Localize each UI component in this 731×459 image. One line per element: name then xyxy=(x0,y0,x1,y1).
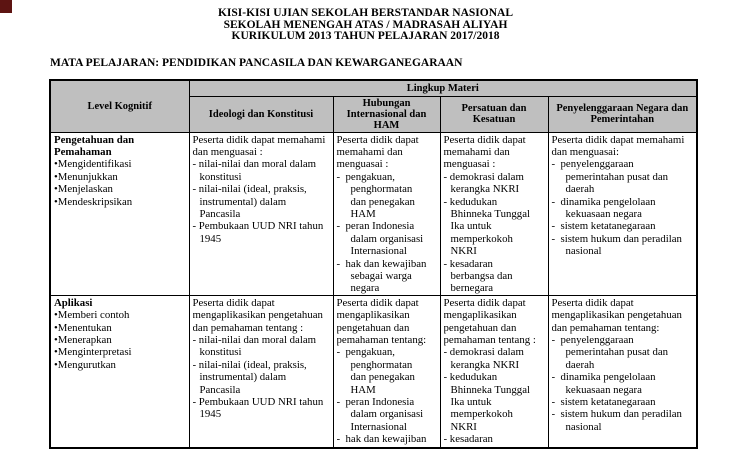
materi-item: nilai-nilai (ideal, praksis, instrumenta… xyxy=(193,183,329,220)
materi-item: dinamika pengelolaan kekuasaan negara xyxy=(552,196,693,221)
red-corner-marker xyxy=(0,0,12,13)
document-title-block: KISI-KISI UJIAN SEKOLAH BERSTANDAR NASIO… xyxy=(0,7,731,43)
cell-intro: Peserta didik dapat mengaplikasikan peng… xyxy=(551,296,682,334)
materi-item: pengakuan, penghormatan dan penegakan HA… xyxy=(337,171,431,221)
cell-intro: Peserta didik dapat memahami dan menguas… xyxy=(336,133,419,171)
cell-intro: Peserta didik dapat mengaplikasikan peng… xyxy=(192,296,323,334)
materi-item: hak dan kewajiban sebagai warga negara xyxy=(337,258,431,295)
materi-cell-penyelenggaraan: Peserta didik dapat memahami dan menguas… xyxy=(547,131,698,296)
subject-line: MATA PELAJARAN: PENDIDIKAN PANCASILA DAN… xyxy=(50,57,463,69)
level-bullet-item: Memberi contoh xyxy=(54,309,185,321)
materi-cell-hubungan-internasional: Peserta didik dapat mengaplikasikan peng… xyxy=(332,294,441,449)
level-title: Aplikasi xyxy=(54,296,93,309)
materi-item: peran Indonesia dalam organisasi Interna… xyxy=(337,220,431,257)
title-line-3: KURIKULUM 2013 TAHUN PELAJARAN 2017/2018 xyxy=(231,30,500,42)
title-line-1: KISI-KISI UJIAN SEKOLAH BERSTANDAR NASIO… xyxy=(217,7,514,19)
materi-item: kedudukan Bhinneka Tunggal Ika untuk mem… xyxy=(444,196,539,258)
cell-intro: Peserta didik dapat memahami dan menguas… xyxy=(192,133,326,158)
materi-item: peran Indonesia dalam organisasi Interna… xyxy=(337,396,431,433)
cell-intro: Peserta didik dapat memahami dan menguas… xyxy=(443,133,526,171)
materi-cell-persatuan: Peserta didik dapat mengaplikasikan peng… xyxy=(439,294,549,449)
materi-item: dinamika pengelolaan kekuasaan negara xyxy=(552,371,693,396)
materi-item: kesadaran berbangsa dan bernegara xyxy=(444,258,539,295)
level-kognitif-cell: Aplikasi Memberi contoh Menentukan Mener… xyxy=(49,294,190,449)
materi-item: hak dan kewajiban sebagai warga xyxy=(337,433,431,447)
materi-item: demokrasi dalam kerangka NKRI xyxy=(444,171,539,196)
materi-item: pengakuan, penghormatan dan penegakan HA… xyxy=(337,346,431,396)
materi-item: kedudukan Bhinneka Tunggal Ika untuk mem… xyxy=(444,371,539,433)
header-col-ideologi: Ideologi dan Konstitusi xyxy=(188,95,334,133)
table-row: Pengetahuan dan Pemahaman Mengidentifika… xyxy=(49,131,698,296)
header-level-kognitif: Level Kognitif xyxy=(49,79,190,133)
materi-item: sistem hukum dan peradilan nasional xyxy=(552,233,693,258)
materi-item: sistem ketatanegaraan xyxy=(552,220,693,232)
level-bullet-item: Mengidentifikasi xyxy=(54,158,185,170)
materi-item: demokrasi dalam kerangka NKRI xyxy=(444,346,539,371)
materi-cell-ideologi: Peserta didik dapat mengaplikasikan peng… xyxy=(188,294,334,449)
materi-item: Pembukaan UUD NRI tahun 1945 xyxy=(193,220,329,245)
level-bullet-item: Mengurutkan xyxy=(54,359,185,371)
materi-item: penyelenggaraan pemerintahan pusat dan d… xyxy=(552,158,693,195)
materi-cell-penyelenggaraan: Peserta didik dapat mengaplikasikan peng… xyxy=(547,294,698,449)
level-title: Pengetahuan dan Pemahaman xyxy=(54,133,135,158)
materi-item: kesadaran xyxy=(444,433,539,445)
materi-item: nilai-nilai (ideal, praksis, instrumenta… xyxy=(193,359,329,396)
level-kognitif-cell: Pengetahuan dan Pemahaman Mengidentifika… xyxy=(49,131,190,296)
table-row: Aplikasi Memberi contoh Menentukan Mener… xyxy=(49,294,698,449)
materi-item: Pembukaan UUD NRI tahun 1945 xyxy=(193,396,329,421)
level-bullet-item: Menunjukkan xyxy=(54,171,185,183)
materi-cell-persatuan: Peserta didik dapat memahami dan menguas… xyxy=(439,131,549,296)
materi-item: sistem hukum dan peradilan nasional xyxy=(552,408,693,433)
level-bullet-item: Menjelaskan xyxy=(54,183,185,195)
materi-cell-ideologi: Peserta didik dapat memahami dan menguas… xyxy=(188,131,334,296)
cell-intro: Peserta didik dapat mengaplikasikan peng… xyxy=(443,296,536,346)
level-bullet-item: Menerapkan xyxy=(54,334,185,346)
header-col-hubungan-internasional: Hubungan Internasional dan HAM xyxy=(332,95,441,133)
cell-intro: Peserta didik dapat memahami dan menguas… xyxy=(551,133,685,158)
title-line-2: SEKOLAH MENENGAH ATAS / MADRASAH ALIYAH xyxy=(223,18,508,31)
materi-item: nilai-nilai dan moral dalam konstitusi xyxy=(193,158,329,183)
level-bullet-item: Menentukan xyxy=(54,322,185,334)
header-col-persatuan: Persatuan dan Kesatuan xyxy=(439,95,549,133)
cell-intro: Peserta didik dapat mengaplikasikan peng… xyxy=(336,296,427,346)
materi-item: penyelenggaraan pemerintahan pusat dan d… xyxy=(552,334,693,371)
kisi-kisi-table: Level Kognitif Lingkup Materi Ideologi d… xyxy=(49,79,698,449)
level-bullet-item: Menginterpretasi xyxy=(54,346,185,358)
header-col-penyelenggaraan: Penyelenggaraan Negara dan Pemerintahan xyxy=(547,95,698,133)
header-lingkup-materi: Lingkup Materi xyxy=(188,79,698,97)
level-bullet-item: Mendeskripsikan xyxy=(54,196,185,208)
materi-item: sistem ketatanegaraan xyxy=(552,396,693,408)
materi-cell-hubungan-internasional: Peserta didik dapat memahami dan menguas… xyxy=(332,131,441,296)
materi-item: nilai-nilai dan moral dalam konstitusi xyxy=(193,334,329,359)
